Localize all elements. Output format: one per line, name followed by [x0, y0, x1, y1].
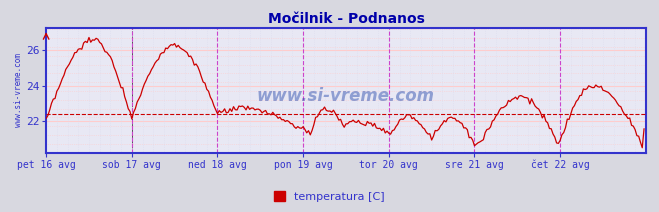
Text: www.si-vreme.com: www.si-vreme.com — [257, 87, 435, 105]
Y-axis label: www.si-vreme.com: www.si-vreme.com — [14, 53, 23, 127]
Title: Močilnik - Podnanos: Močilnik - Podnanos — [268, 12, 424, 26]
Legend: temperatura [C]: temperatura [C] — [270, 187, 389, 206]
